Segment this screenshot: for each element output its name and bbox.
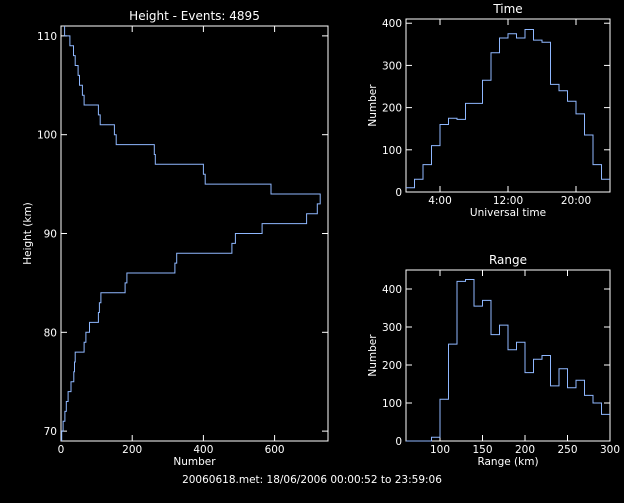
time-ytick-label: 300 — [382, 60, 402, 72]
range-panel: Range 100 150 200 250 300 0 100 200 300 400 Range (… — [367, 253, 620, 468]
height-histogram-series — [61, 26, 321, 441]
time-histogram-series — [406, 29, 610, 189]
range-xtick-label: 100 — [430, 444, 450, 456]
range-ytick-label: 400 — [382, 284, 402, 296]
height-ytick-label: 110 — [37, 31, 57, 43]
height-xtick-label: 600 — [265, 444, 285, 456]
height-ytick-label: 100 — [37, 130, 57, 142]
range-ylabel: Number — [367, 334, 379, 377]
range-plot-frame — [405, 269, 611, 442]
range-ytick-label: 100 — [382, 398, 402, 410]
height-xtick-label: 400 — [193, 444, 213, 456]
time-xtick-label: 4:00 — [428, 195, 452, 207]
range-histogram-series — [406, 279, 610, 442]
height-ytick-label: 80 — [44, 327, 57, 339]
height-xtick-label: 200 — [122, 444, 142, 456]
time-ytick-label: 400 — [382, 18, 402, 30]
time-plot-frame — [405, 18, 611, 193]
height-ytick-label: 90 — [44, 229, 57, 241]
time-xtick-label: 12:00 — [493, 195, 523, 207]
range-title: Range — [489, 253, 527, 267]
height-ytick-label: 70 — [44, 426, 57, 438]
height-xlabel: Number — [173, 456, 216, 468]
time-xtick-label: 20:00 — [561, 195, 591, 207]
range-xtick-label: 150 — [472, 444, 492, 456]
range-xtick-label: 200 — [515, 444, 535, 456]
time-xlabel: Universal time — [470, 207, 546, 219]
range-xtick-label: 250 — [557, 444, 577, 456]
height-title: Height - Events: 4895 — [129, 9, 260, 23]
height-ylabel: Height (km) — [22, 202, 34, 265]
time-ylabel: Number — [367, 84, 379, 127]
time-panel: Time 4:00 12:00 20:00 0 100 200 300 400 Universal… — [367, 2, 611, 219]
range-ytick-label: 200 — [382, 360, 402, 372]
time-ytick-label: 200 — [382, 103, 402, 115]
height-xtick-label: 0 — [58, 444, 65, 456]
time-title: Time — [492, 2, 522, 16]
range-ytick-label: 0 — [395, 436, 402, 448]
time-ytick-label: 100 — [382, 145, 402, 157]
height-plot-frame — [60, 25, 329, 442]
range-xtick-label: 300 — [600, 444, 620, 456]
time-ytick-label: 0 — [395, 187, 402, 199]
range-ytick-label: 300 — [382, 322, 402, 334]
range-xlabel: Range (km) — [477, 456, 538, 468]
footer-info: 20060618.met: 18/06/2006 00:00:52 to 23:… — [182, 474, 442, 486]
height-panel: Height - Events: 4895 0 200 400 600 70 80 90 100… — [22, 9, 329, 468]
